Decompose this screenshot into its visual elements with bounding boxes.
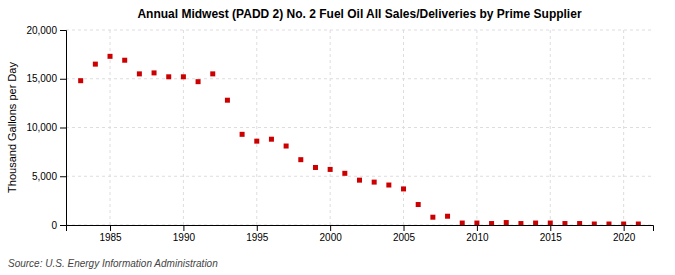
y-grid-line: [66, 78, 653, 79]
x-axis: 1985 1990 1995 2000 2005 2010 2015 2020: [67, 225, 654, 243]
point: [416, 202, 421, 207]
point: [298, 157, 303, 162]
point: [577, 221, 582, 225]
point: [386, 183, 391, 188]
point: [518, 221, 523, 225]
y-tick: 10,000: [26, 122, 66, 133]
point: [548, 221, 553, 225]
point: [342, 171, 347, 176]
point: [240, 132, 245, 137]
point: [78, 78, 83, 83]
x-tick-label: 2020: [613, 232, 636, 243]
point: [166, 74, 171, 79]
point: [460, 221, 465, 225]
x-tick: 2015: [540, 225, 563, 243]
x-tick: 2000: [320, 225, 343, 243]
point: [504, 220, 509, 225]
x-tick-mark: [257, 225, 258, 231]
x-tick-mark: [183, 225, 184, 231]
point: [152, 70, 157, 75]
y-grid-line: [66, 176, 653, 177]
point: [636, 222, 641, 225]
x-tick-mark: [404, 225, 405, 231]
x-grid-line: [183, 30, 184, 225]
point: [357, 178, 362, 183]
y-tick: 5,000: [32, 171, 66, 182]
point: [284, 144, 289, 149]
point: [313, 165, 318, 170]
y-tick: 20,000: [26, 25, 66, 36]
x-tick-mark: [624, 225, 625, 231]
grid: [66, 30, 653, 225]
x-tick-mark: [550, 225, 551, 231]
point: [269, 137, 274, 142]
point: [606, 222, 611, 225]
x-tick: 1995: [246, 225, 269, 243]
y-tick: 15,000: [26, 73, 66, 84]
x-tick-label: 1995: [246, 232, 269, 243]
x-axis-line: [67, 226, 654, 232]
point: [225, 98, 230, 103]
point: [401, 186, 406, 191]
point: [445, 214, 450, 219]
point: [489, 221, 494, 225]
point: [533, 221, 538, 225]
x-tick-label: 2005: [393, 232, 416, 243]
y-axis-line: [60, 31, 67, 226]
x-tick-label: 1985: [99, 232, 122, 243]
point: [474, 221, 479, 225]
chart-svg: 1985 1990 1995 2000 2005 2010 2015 2020 0 5,000 10…: [0, 0, 675, 275]
point: [254, 139, 259, 144]
x-tick-mark: [110, 225, 111, 231]
x-tick: 2020: [613, 225, 636, 243]
y-tick: 0: [51, 220, 66, 231]
y-tick-mark: [60, 176, 66, 177]
x-tick-label: 1990: [173, 232, 196, 243]
x-tick: 2010: [466, 225, 489, 243]
y-grid-line: [66, 127, 653, 128]
y-tick-label: 10,000: [26, 122, 57, 133]
x-grid-line: [550, 30, 551, 225]
y-tick-label: 20,000: [26, 25, 57, 36]
x-tick: 2005: [393, 225, 416, 243]
y-tick-mark: [60, 79, 66, 80]
points: [78, 54, 641, 225]
y-tick-label: 5,000: [32, 171, 57, 182]
point: [210, 71, 215, 76]
point: [621, 222, 626, 225]
y-tick-mark: [60, 225, 66, 226]
x-tick-mark: [330, 225, 331, 231]
chart-container: 1985 1990 1995 2000 2005 2010 2015 2020 0 5,000 10…: [0, 0, 675, 275]
x-tick: 1985: [99, 225, 122, 243]
x-tick-label: 2015: [540, 232, 563, 243]
point: [562, 221, 567, 225]
x-tick-mark: [477, 225, 478, 231]
point: [328, 167, 333, 172]
x-tick: 1990: [173, 225, 196, 243]
point: [592, 222, 597, 225]
point: [181, 74, 186, 79]
plot-area: 1985 1990 1995 2000 2005 2010 2015 2020 0 5,000 10…: [26, 25, 653, 243]
chart-title: Annual Midwest (PADD 2) No. 2 Fuel Oil A…: [137, 7, 581, 21]
point: [196, 79, 201, 84]
point: [372, 180, 377, 185]
point: [430, 215, 435, 220]
x-grid-line: [256, 30, 257, 225]
point: [122, 58, 127, 63]
y-axis: 0 5,000 10,000 15,000 20,000: [26, 25, 66, 231]
point: [93, 62, 98, 67]
y-tick-mark: [60, 128, 66, 129]
y-tick-label: 0: [51, 220, 57, 231]
y-tick-mark: [60, 30, 66, 31]
y-grid-line: [66, 30, 653, 31]
point: [137, 71, 142, 76]
y-tick-label: 15,000: [26, 73, 57, 84]
y-axis-label: Thousand Gallons per Day: [6, 62, 18, 193]
annotation: Source: U.S. Energy Information Administ…: [8, 258, 218, 269]
x-tick-label: 2010: [466, 232, 489, 243]
point: [108, 54, 113, 59]
x-tick-label: 2000: [320, 232, 343, 243]
